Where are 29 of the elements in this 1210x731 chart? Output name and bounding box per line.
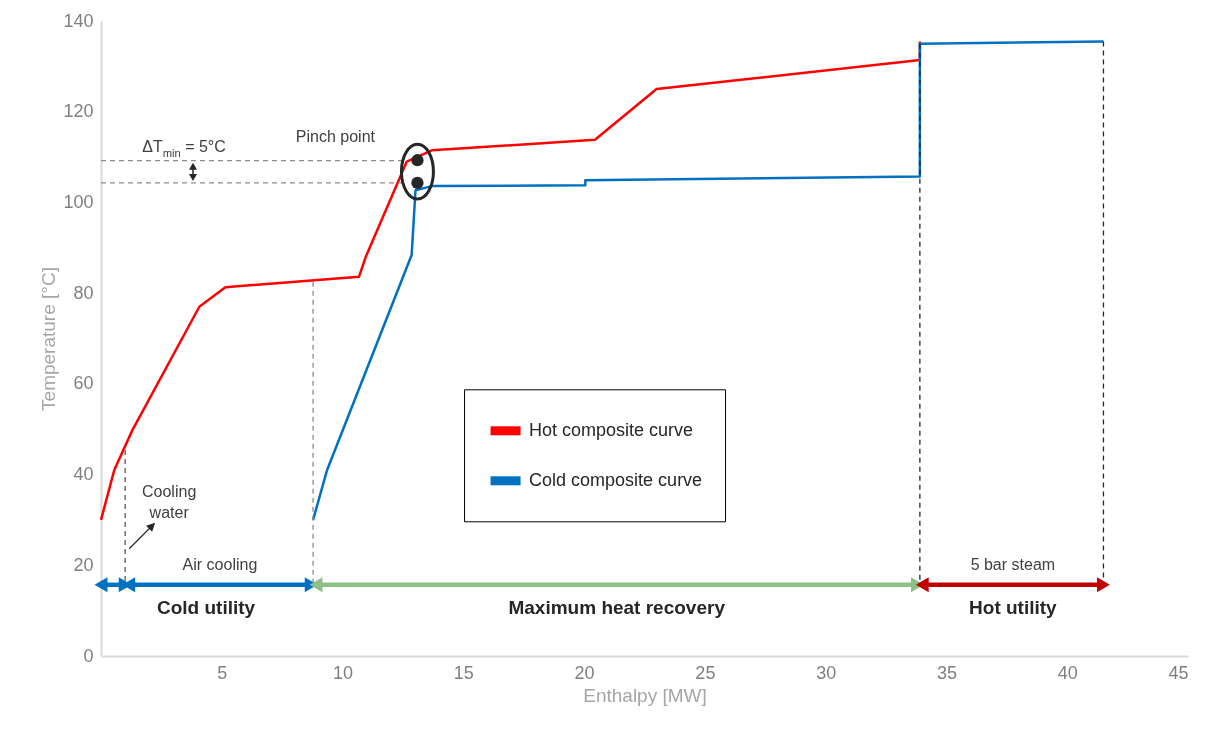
y-axis-title: Temperature [°C]	[38, 267, 60, 411]
x-tick-label: 25	[695, 662, 716, 683]
annotation: Maximum heat recovery	[508, 596, 726, 618]
annotation: Hot utility	[969, 596, 1058, 618]
y-tick-label: 60	[73, 373, 94, 394]
annotation: Cooling water	[142, 483, 197, 521]
y-tick-label: 120	[63, 101, 94, 122]
x-tick-label: 40	[1057, 662, 1078, 683]
x-axis-title: Enthalpy [MW]	[583, 684, 707, 706]
y-tick-label: 100	[63, 191, 94, 212]
annotation: 5 bar steam	[970, 556, 1056, 574]
x-tick-label: 15	[453, 662, 474, 683]
legend-label: Cold composite curve	[529, 469, 703, 490]
x-tick-label: 45	[1168, 662, 1189, 683]
x-tick-label: 20	[574, 662, 595, 683]
annotation: Cold utility	[157, 596, 256, 618]
y-tick-label: 0	[83, 645, 94, 666]
y-tick-label: 40	[73, 464, 94, 485]
legend-label: Hot composite curve	[529, 419, 694, 440]
annotation: Air cooling	[182, 556, 258, 574]
x-tick-label: 30	[816, 662, 837, 683]
y-tick-label: 20	[73, 554, 94, 575]
annotation: ΔT$_{min}$ = 5°C	[142, 137, 226, 159]
x-tick-label: 10	[333, 662, 354, 683]
y-tick-label: 80	[73, 282, 94, 303]
annotation: Pinch point	[295, 128, 376, 146]
x-tick-label: 35	[936, 662, 957, 683]
y-tick-label: 140	[63, 10, 94, 31]
x-tick-label: 5	[217, 662, 228, 683]
